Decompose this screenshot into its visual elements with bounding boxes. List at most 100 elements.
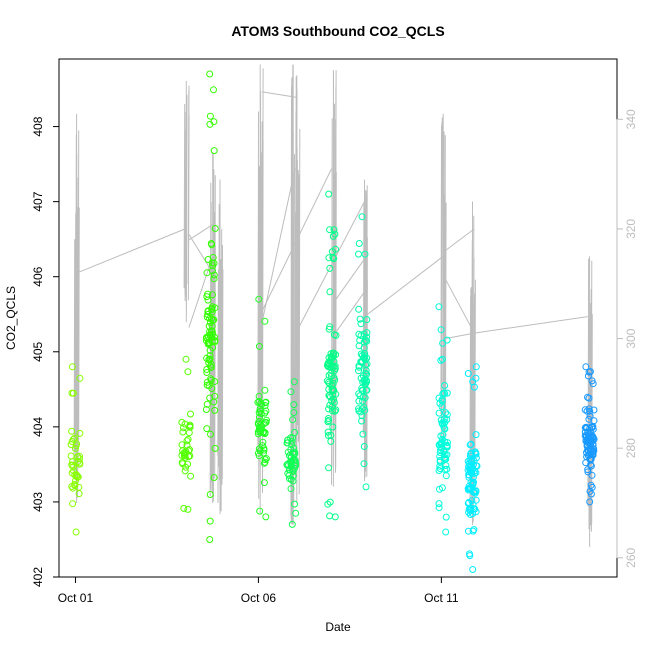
scatter-point (326, 288, 334, 296)
scatter-point (178, 418, 186, 426)
scatter-point (585, 405, 593, 413)
scatter-point (76, 455, 83, 463)
x-axis: Oct 01 Oct 06 Oct 11 (58, 577, 459, 605)
scatter-point (291, 500, 298, 508)
scatter-point (261, 429, 269, 437)
scatter-point (208, 259, 216, 267)
scatter-point (208, 327, 215, 335)
scatter-cluster-8 (464, 363, 481, 573)
scatter-cluster-7 (435, 303, 451, 536)
scatter-cluster-9 (581, 363, 598, 506)
scatter-point (472, 508, 480, 516)
scatter-point (254, 430, 262, 438)
scatter-point (286, 452, 293, 460)
scatter-point (472, 431, 480, 439)
secondary-connector-8 (334, 256, 367, 301)
scatter-point (261, 317, 269, 325)
scatter-point (328, 382, 336, 390)
scatter-point (206, 120, 214, 128)
secondary-connector-2 (188, 256, 214, 328)
scatter-cluster-5 (323, 190, 340, 521)
scatter-point (325, 254, 333, 262)
scatter-point (443, 416, 451, 423)
scatter-point (438, 439, 446, 447)
scatter-point (443, 442, 451, 450)
scatter-point (72, 442, 80, 450)
scatter-point (211, 392, 219, 400)
secondary-spike-6 (294, 75, 301, 503)
scatter-point (288, 441, 296, 449)
scatter-point (180, 504, 188, 512)
y2-tick-label: 340 (624, 109, 638, 129)
scatter-point (208, 241, 216, 249)
scatter-point (75, 490, 83, 498)
scatter-point (437, 326, 445, 334)
scatter-point (70, 463, 78, 470)
scatter-point (359, 430, 367, 438)
scatter-point (76, 374, 84, 382)
x-tick-label: Oct 01 (58, 591, 94, 605)
scatter-point (70, 467, 77, 475)
scatter-cluster-1 (178, 355, 195, 513)
scatter-point (332, 406, 340, 414)
plot-frame (58, 58, 618, 578)
scatter-point (356, 315, 364, 323)
scatter-point (206, 536, 214, 543)
scatter-point (362, 367, 370, 375)
scatter-point (468, 457, 475, 465)
scatter-point (581, 428, 589, 436)
scatter-point (261, 402, 269, 409)
scatter-point (262, 398, 270, 406)
secondary-connector-14 (474, 316, 588, 334)
scatter-point (472, 450, 480, 458)
scatter-point (360, 460, 368, 468)
y2-tick-label: 300 (624, 328, 638, 348)
scatter-point (438, 355, 446, 363)
scatter-point (288, 520, 296, 528)
scatter-point (326, 264, 334, 272)
scatter-point (360, 338, 368, 346)
scatter-point (436, 449, 444, 456)
scatter-point (467, 440, 475, 448)
scatter-point (363, 329, 371, 337)
secondary-connector-11 (444, 228, 475, 252)
scatter-point (206, 112, 214, 120)
scatter-point (464, 527, 472, 535)
scatter-point (72, 528, 80, 536)
scatter-point (260, 479, 268, 487)
scatter-point (290, 451, 298, 459)
scatter-point (325, 464, 333, 472)
scatter-point (469, 566, 477, 573)
scatter-point (587, 462, 595, 470)
scatter-point (262, 513, 270, 521)
scatter-point (466, 441, 474, 449)
scatter-point (330, 358, 338, 365)
scatter-point (209, 254, 217, 261)
scatter-point (584, 372, 592, 380)
scatter-point (438, 420, 446, 428)
scatter-point (472, 374, 480, 382)
scatter-point (442, 528, 450, 536)
scatter-point (206, 491, 214, 498)
scatter-point (209, 291, 216, 299)
scatter-point (464, 370, 472, 377)
scatter-point (287, 388, 295, 396)
scatter-point (287, 485, 295, 493)
scatter-point (355, 367, 362, 375)
scatter-points (67, 70, 598, 573)
scatter-point (76, 452, 83, 460)
scatter-point (205, 359, 213, 367)
secondary-spike-0 (73, 113, 80, 503)
scatter-point (362, 483, 370, 491)
scatter-point (203, 369, 211, 376)
scatter-point (181, 467, 189, 475)
scatter-point (181, 453, 189, 461)
y-tick-label: 405 (31, 341, 45, 361)
scatter-point (178, 451, 186, 459)
scatter-point (583, 407, 591, 415)
scatter-point (207, 375, 215, 383)
secondary-connector-13 (444, 278, 475, 334)
scatter-point (331, 230, 339, 238)
scatter-point (435, 467, 443, 474)
scatter-point (359, 387, 367, 395)
